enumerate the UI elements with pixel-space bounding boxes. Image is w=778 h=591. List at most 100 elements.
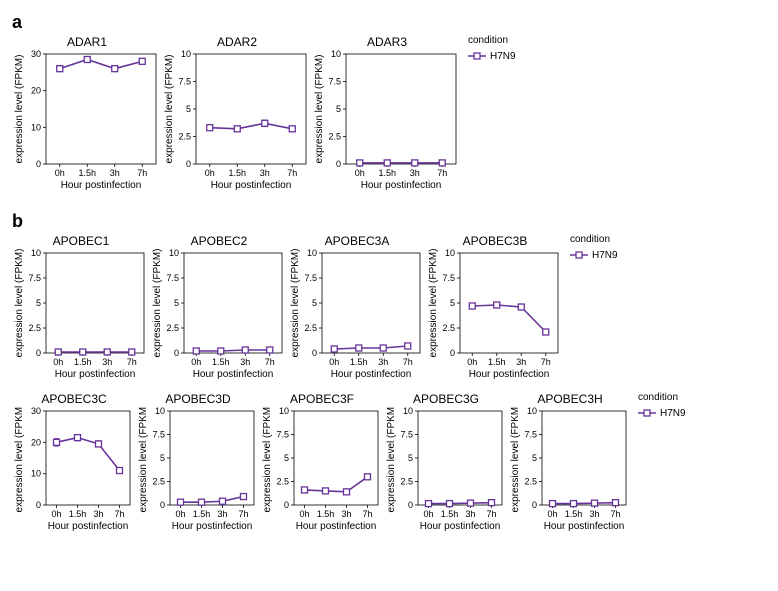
svg-text:3h: 3h (410, 168, 420, 178)
svg-text:Hour postinfection: Hour postinfection (544, 521, 625, 532)
svg-text:7.5: 7.5 (442, 273, 455, 283)
svg-text:1.5h: 1.5h (74, 357, 92, 367)
svg-text:expression level (FPKM): expression level (FPKM) (152, 249, 163, 357)
svg-text:1.5h: 1.5h (69, 509, 87, 519)
legend-title: condition (570, 234, 618, 245)
chart-title: ADAR1 (67, 35, 107, 49)
svg-text:10: 10 (155, 407, 165, 416)
svg-text:1.5h: 1.5h (565, 509, 583, 519)
svg-text:2.5: 2.5 (400, 477, 413, 487)
panel-a-row: ADAR101020300h1.5h3h7hexpression level (… (12, 35, 766, 197)
legend: conditionH7N9 (468, 35, 516, 62)
svg-text:5: 5 (532, 453, 537, 463)
legend-title: condition (638, 392, 686, 403)
svg-text:0h: 0h (175, 509, 185, 519)
svg-text:10: 10 (331, 50, 341, 59)
svg-text:5: 5 (450, 298, 455, 308)
svg-text:5: 5 (186, 104, 191, 114)
chart-title: ADAR2 (217, 35, 257, 49)
svg-text:7.5: 7.5 (152, 430, 165, 440)
svg-text:0: 0 (36, 500, 41, 510)
svg-text:0: 0 (532, 500, 537, 510)
svg-text:0: 0 (160, 500, 165, 510)
svg-text:2.5: 2.5 (152, 477, 165, 487)
svg-text:expression level (FPKM): expression level (FPKM) (138, 407, 149, 512)
svg-text:10: 10 (279, 407, 289, 416)
svg-text:Hour postinfection: Hour postinfection (61, 180, 142, 191)
chart-apobec3a: APOBEC3A02.557.5100h1.5h3h7hexpression l… (288, 234, 426, 386)
svg-text:3h: 3h (341, 509, 351, 519)
chart-title: APOBEC1 (53, 234, 110, 248)
svg-text:1.5h: 1.5h (78, 168, 96, 178)
svg-text:0h: 0h (547, 509, 557, 519)
svg-text:0: 0 (36, 159, 41, 169)
svg-text:3h: 3h (93, 509, 103, 519)
svg-text:Hour postinfection: Hour postinfection (420, 521, 501, 532)
panel-b-row-1: APOBEC3C01020300h1.5h3h7hexpression leve… (12, 392, 766, 538)
svg-text:0h: 0h (329, 357, 339, 367)
svg-text:0: 0 (450, 348, 455, 358)
svg-text:0h: 0h (191, 357, 201, 367)
svg-text:7.5: 7.5 (304, 273, 317, 283)
svg-text:5: 5 (284, 453, 289, 463)
svg-text:7h: 7h (137, 168, 147, 178)
svg-text:Hour postinfection: Hour postinfection (172, 521, 253, 532)
svg-text:1.5h: 1.5h (441, 509, 459, 519)
legend-label: H7N9 (490, 51, 516, 62)
svg-text:10: 10 (31, 122, 41, 132)
svg-text:1.5h: 1.5h (212, 357, 230, 367)
chart-apobec1: APOBEC102.557.5100h1.5h3h7hexpression le… (12, 234, 150, 386)
chart-apobec3g: APOBEC3G02.557.5100h1.5h3h7hexpression l… (384, 392, 508, 538)
svg-text:5: 5 (408, 453, 413, 463)
svg-text:0h: 0h (467, 357, 477, 367)
svg-text:0: 0 (186, 159, 191, 169)
svg-text:0h: 0h (55, 168, 65, 178)
svg-text:1.5h: 1.5h (378, 168, 396, 178)
svg-text:3h: 3h (102, 357, 112, 367)
svg-text:3h: 3h (110, 168, 120, 178)
panel-label-b: b (12, 211, 766, 232)
svg-text:7h: 7h (437, 168, 447, 178)
svg-text:0h: 0h (205, 168, 215, 178)
svg-text:5: 5 (174, 298, 179, 308)
chart-adar2: ADAR202.557.5100h1.5h3h7hexpression leve… (162, 35, 312, 197)
svg-text:3h: 3h (217, 509, 227, 519)
svg-text:Hour postinfection: Hour postinfection (193, 369, 274, 380)
svg-text:20: 20 (31, 86, 41, 96)
chart-apobec3h: APOBEC3H02.557.5100h1.5h3h7hexpression l… (508, 392, 632, 538)
svg-text:2.5: 2.5 (328, 132, 341, 142)
svg-text:Hour postinfection: Hour postinfection (55, 369, 136, 380)
svg-text:Hour postinfection: Hour postinfection (296, 521, 377, 532)
chart-adar1: ADAR101020300h1.5h3h7hexpression level (… (12, 35, 162, 197)
svg-text:7h: 7h (403, 357, 413, 367)
chart-apobec3f: APOBEC3F02.557.5100h1.5h3h7hexpression l… (260, 392, 384, 538)
legend-item: H7N9 (638, 407, 686, 419)
svg-text:7h: 7h (114, 509, 124, 519)
chart-adar3: ADAR302.557.5100h1.5h3h7hexpression leve… (312, 35, 462, 197)
chart-title: APOBEC2 (191, 234, 248, 248)
chart-title: ADAR3 (367, 35, 407, 49)
legend: condition H7N9 (570, 234, 618, 261)
chart-title: APOBEC3C (41, 392, 106, 406)
chart-title: APOBEC3D (165, 392, 230, 406)
svg-text:10: 10 (445, 249, 455, 258)
svg-text:Hour postinfection: Hour postinfection (361, 180, 442, 191)
svg-text:Hour postinfection: Hour postinfection (331, 369, 412, 380)
svg-text:3h: 3h (516, 357, 526, 367)
legend-label: H7N9 (592, 250, 618, 261)
svg-text:7.5: 7.5 (328, 77, 341, 87)
svg-text:0h: 0h (423, 509, 433, 519)
svg-text:7.5: 7.5 (400, 430, 413, 440)
legend-label: H7N9 (660, 408, 686, 419)
svg-text:0: 0 (284, 500, 289, 510)
svg-text:5: 5 (36, 298, 41, 308)
panel-b-row-0: APOBEC102.557.5100h1.5h3h7hexpression le… (12, 234, 766, 386)
svg-text:0: 0 (408, 500, 413, 510)
svg-text:0: 0 (336, 159, 341, 169)
svg-text:0h: 0h (51, 509, 61, 519)
svg-text:5: 5 (160, 453, 165, 463)
svg-text:3h: 3h (378, 357, 388, 367)
svg-text:10: 10 (527, 407, 537, 416)
svg-text:0h: 0h (53, 357, 63, 367)
chart-title: APOBEC3B (463, 234, 528, 248)
